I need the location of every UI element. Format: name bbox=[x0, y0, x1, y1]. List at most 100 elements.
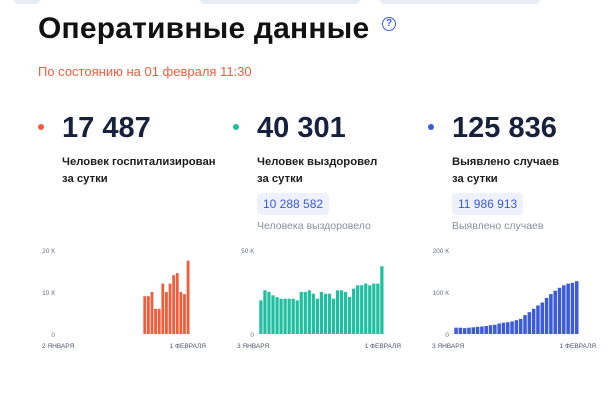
stat-value: 40 301 bbox=[257, 112, 346, 144]
chart-bar bbox=[179, 292, 183, 334]
chart-bar bbox=[150, 292, 154, 334]
chart-bar bbox=[570, 282, 575, 334]
stat-caption-line: за сутки bbox=[62, 172, 108, 185]
chart-bar bbox=[467, 327, 471, 334]
total-recovered-caption: Человека выздоровело bbox=[257, 220, 371, 232]
chart-bar bbox=[339, 290, 344, 334]
chart-bar bbox=[348, 297, 352, 334]
stat-value: 125 836 bbox=[452, 112, 557, 144]
chart-bar bbox=[172, 275, 176, 334]
chart-bar bbox=[267, 292, 271, 334]
chart-bar bbox=[523, 315, 527, 334]
chart-bar bbox=[154, 308, 157, 334]
chart-bar bbox=[510, 321, 514, 334]
chart-bar bbox=[356, 285, 360, 334]
y-tick-label: 0 bbox=[250, 332, 254, 339]
stat-caption-line: за сутки bbox=[452, 172, 498, 185]
chart-bar bbox=[493, 324, 497, 334]
chart-bar bbox=[462, 328, 467, 334]
chart-bar bbox=[275, 297, 279, 334]
chart-bar bbox=[480, 326, 484, 334]
stat-caption-line: за сутки bbox=[257, 172, 303, 185]
hospitalized-chart: 0 10 К 20 К 2 ЯНВАРЯ 1 ФЕВРАЛЯ bbox=[42, 248, 206, 350]
chart-bar bbox=[327, 293, 332, 334]
chart-bar bbox=[531, 308, 536, 334]
chart-bar bbox=[488, 325, 493, 334]
stat-caption-line: Человек выздоровел bbox=[257, 156, 378, 168]
chart-bar bbox=[540, 302, 545, 334]
chart-bar bbox=[536, 305, 540, 334]
chart-bar bbox=[557, 287, 562, 334]
y-tick-label: 0 bbox=[445, 332, 449, 339]
question-circle-icon[interactable]: ? bbox=[382, 17, 396, 31]
chart-bar bbox=[562, 285, 566, 334]
chart-bar bbox=[311, 293, 315, 334]
chart-bar bbox=[553, 290, 557, 334]
chart-bar bbox=[518, 318, 523, 334]
x-axis-end-label: 1 ФЕВРАЛЯ bbox=[560, 343, 597, 350]
chart-bar bbox=[279, 298, 283, 334]
chart-bar bbox=[335, 290, 340, 334]
stat-caption: Выявлено случаев за сутки bbox=[452, 154, 559, 187]
chart-bar bbox=[368, 285, 372, 334]
chart-bar bbox=[544, 297, 549, 334]
cases-dot-icon bbox=[428, 124, 434, 130]
chart-bar bbox=[146, 296, 150, 334]
chart-bar bbox=[143, 296, 147, 334]
chart-bar bbox=[157, 308, 161, 334]
recovered-chart: 0 50 К 3 ЯНВАРЯ 1 ФЕВРАЛЯ bbox=[237, 248, 401, 350]
chart-bar bbox=[307, 290, 311, 334]
y-tick-label: 100 К bbox=[433, 290, 450, 297]
chart-bar bbox=[471, 327, 476, 334]
chart-bar bbox=[319, 292, 324, 334]
stat-caption: Человек госпитализирован за сутки bbox=[62, 154, 216, 187]
chart-bar bbox=[506, 322, 510, 334]
chart-bar bbox=[186, 260, 190, 334]
chart-bar bbox=[501, 322, 506, 334]
chart-bar bbox=[263, 290, 267, 334]
update-timestamp: По состоянию на 01 февраля 11:30 bbox=[38, 64, 252, 79]
nav-tab-fragment bbox=[14, 0, 40, 4]
chart-bar bbox=[291, 298, 295, 334]
chart-bar bbox=[364, 283, 368, 334]
stat-caption: Человек выздоровел за сутки bbox=[257, 154, 377, 187]
chart-bar bbox=[566, 283, 570, 334]
chart-bar bbox=[295, 300, 299, 334]
stat-caption-line: Человек госпитализирован bbox=[62, 156, 216, 168]
page-title: Оперативные данные bbox=[38, 12, 370, 45]
chart-bar bbox=[574, 281, 579, 334]
chart-bar bbox=[514, 320, 519, 334]
y-tick-label: 0 bbox=[51, 332, 55, 339]
chart-bar bbox=[299, 292, 303, 334]
chart-bar bbox=[283, 298, 287, 334]
chart-bar bbox=[380, 266, 384, 334]
chart-bar bbox=[315, 298, 319, 334]
total-recovered-badge: 10 288 582 bbox=[257, 193, 330, 215]
total-cases-caption: Выявлено случаев bbox=[452, 220, 544, 232]
chart-bar bbox=[271, 295, 275, 334]
total-cases-badge: 11 986 913 bbox=[452, 193, 524, 215]
chart-bar bbox=[175, 273, 179, 334]
x-axis-start-label: 3 ЯНВАРЯ bbox=[237, 343, 269, 350]
x-axis-start-label: 2 ЯНВАРЯ bbox=[42, 343, 74, 350]
chart-bar bbox=[527, 312, 532, 334]
chart-bar bbox=[458, 327, 463, 334]
chart-bar bbox=[475, 326, 480, 334]
chart-bar bbox=[360, 285, 364, 334]
stat-value: 17 487 bbox=[62, 112, 151, 144]
cases-chart: 0 100 К 200 К 3 ЯНВАРЯ 1 ФЕВРАЛЯ bbox=[432, 248, 597, 350]
chart-bar bbox=[352, 288, 356, 334]
y-tick-label: 10 К bbox=[42, 290, 55, 297]
chart-bar bbox=[165, 292, 168, 334]
chart-bar bbox=[343, 292, 348, 334]
chart-bar bbox=[168, 283, 172, 334]
chart-bar bbox=[183, 294, 186, 334]
stat-caption-line: Выявлено случаев bbox=[452, 156, 560, 168]
chart-bar bbox=[549, 294, 553, 334]
hospitalized-dot-icon bbox=[38, 124, 44, 130]
chart-bar bbox=[303, 292, 307, 334]
y-tick-label: 20 К bbox=[42, 248, 55, 255]
chart-bar bbox=[161, 283, 165, 334]
nav-tab-fragment bbox=[380, 0, 540, 4]
chart-bar bbox=[331, 298, 336, 334]
